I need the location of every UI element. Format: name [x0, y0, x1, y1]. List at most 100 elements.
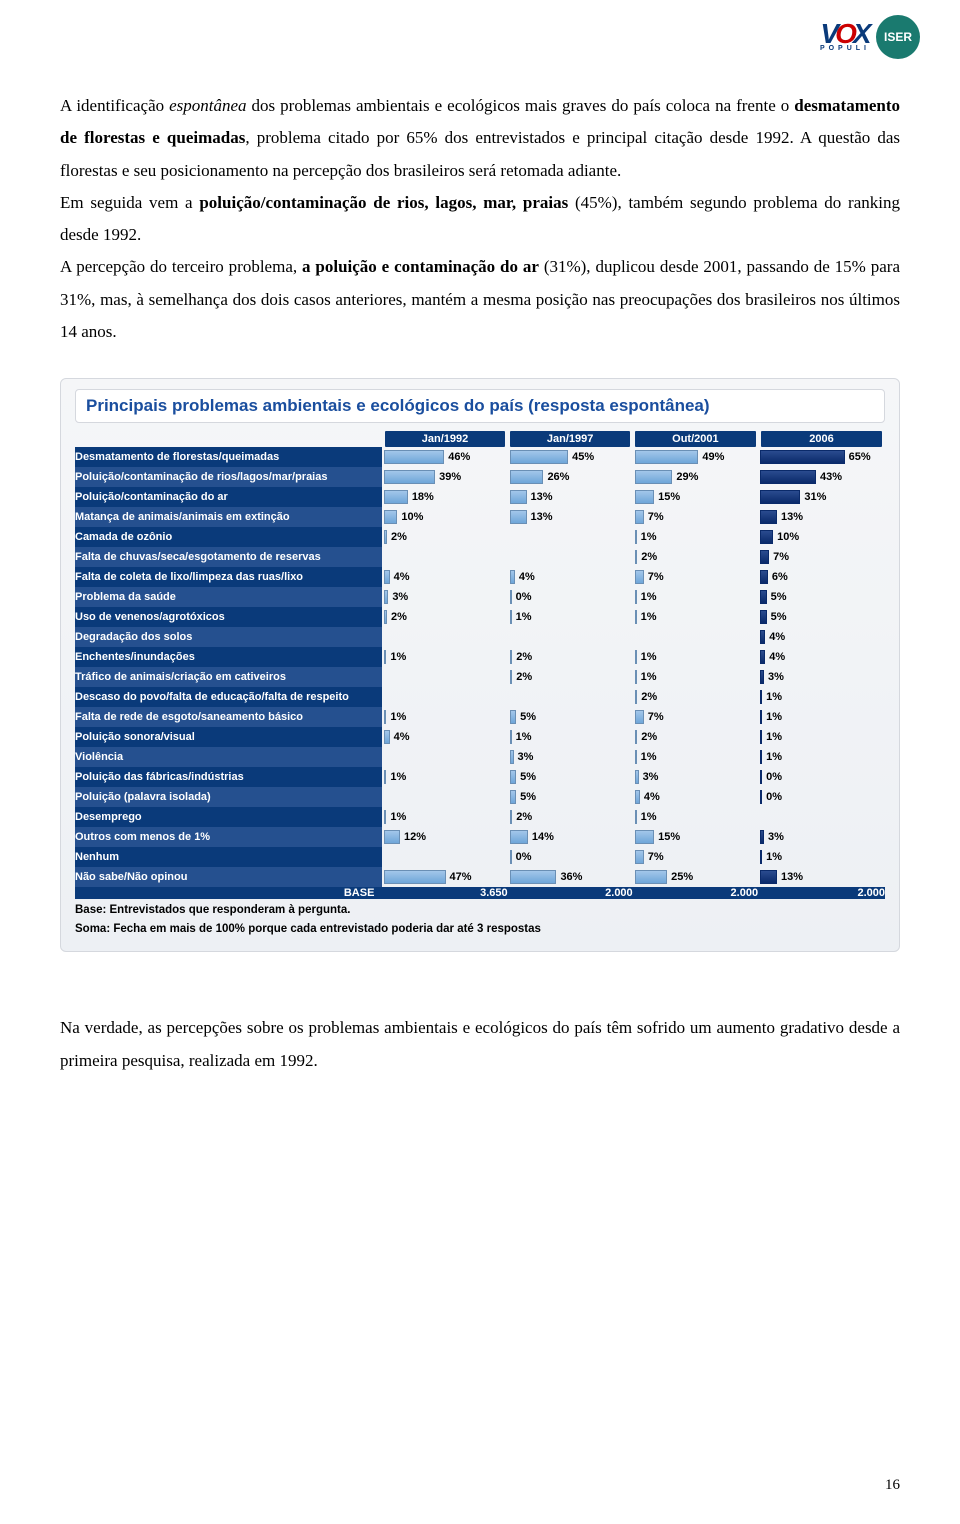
bar-cell — [382, 849, 507, 865]
bar-value: 4% — [769, 651, 785, 663]
bar — [635, 710, 644, 724]
bar — [384, 570, 389, 584]
bar-value: 4% — [519, 571, 535, 583]
bar-value: 10% — [401, 511, 423, 523]
bar-cell: 43% — [758, 469, 885, 485]
bar — [760, 690, 762, 704]
bar-cell — [508, 629, 633, 645]
bar — [510, 730, 512, 744]
table-row: Poluição/contaminação de rios/lagos/mar/… — [75, 467, 885, 487]
chart-footnote-1: Base: Entrevistados que responderam à pe… — [75, 903, 885, 918]
bar-cell: 26% — [508, 469, 633, 485]
bar — [760, 490, 800, 504]
bar-cell — [508, 549, 633, 565]
bar — [760, 870, 777, 884]
bar-value: 5% — [520, 791, 536, 803]
row-label: Descaso do povo/falta de educação/falta … — [75, 687, 382, 707]
bar — [760, 650, 765, 664]
bar-value: 39% — [439, 471, 461, 483]
bar — [384, 450, 444, 464]
bar-value: 3% — [518, 751, 534, 763]
bar — [510, 710, 517, 724]
bar-cell: 6% — [758, 569, 885, 585]
row-label: Camada de ozônio — [75, 527, 382, 547]
chart-title: Principais problemas ambientais e ecológ… — [75, 389, 885, 423]
bar — [635, 750, 637, 764]
bar-value: 1% — [641, 531, 657, 543]
bar-value: 7% — [773, 551, 789, 563]
table-row: Desemprego1%2%1% — [75, 807, 885, 827]
bar — [760, 830, 764, 844]
bar-cell: 13% — [508, 509, 633, 525]
bar — [760, 510, 777, 524]
year-col-1: Jan/1997 — [510, 431, 630, 447]
bar-cell: 3% — [758, 829, 885, 845]
logo-bar: VOX POPULI ISER — [820, 15, 920, 59]
base-value-0: 3.650 — [382, 887, 507, 899]
bar — [384, 710, 386, 724]
bar-value: 18% — [412, 491, 434, 503]
bar-cell: 1% — [508, 609, 633, 625]
bar-cell: 2% — [508, 649, 633, 665]
row-label: Desemprego — [75, 807, 382, 827]
body-text: A identificação espontânea dos problemas… — [60, 90, 900, 348]
bar-cell: 2% — [633, 689, 758, 705]
bar-cell: 1% — [508, 729, 633, 745]
table-row: Camada de ozônio 2% 1% 10% — [75, 527, 885, 547]
bar-value: 1% — [390, 711, 406, 723]
bar-cell — [382, 629, 507, 645]
bar-value: 10% — [777, 531, 799, 543]
bar-value: 1% — [390, 651, 406, 663]
bar-value: 3% — [768, 831, 784, 843]
bar-cell: 0% — [508, 589, 633, 605]
bar — [635, 550, 638, 564]
bar — [635, 730, 638, 744]
bar-cell: 2% — [633, 549, 758, 565]
bar-cell: 2% — [633, 729, 758, 745]
bar-cell: 4% — [633, 789, 758, 805]
iser-logo: ISER — [876, 15, 920, 59]
bar — [760, 850, 762, 864]
bar-value: 46% — [448, 451, 470, 463]
bar-value: 0% — [766, 791, 782, 803]
bar-value: 1% — [516, 731, 532, 743]
bar-value: 0% — [766, 771, 782, 783]
bar — [760, 770, 762, 784]
bar-cell: 2% — [508, 669, 633, 685]
bar-cell: 10% — [758, 529, 885, 545]
bar-cell: 1% — [758, 749, 885, 765]
bar — [635, 450, 699, 464]
bar-value: 43% — [820, 471, 842, 483]
bar-value: 1% — [516, 611, 532, 623]
year-header-row: Jan/1992Jan/1997Out/20012006 — [75, 431, 885, 447]
bar-cell: 3% — [633, 769, 758, 785]
bar-value: 36% — [560, 871, 582, 883]
bar-cell — [758, 809, 885, 825]
bar-value: 2% — [641, 551, 657, 563]
bar — [510, 510, 527, 524]
table-row: Não sabe/Não opinou47%36%25%13% — [75, 867, 885, 887]
row-label: Violência — [75, 747, 382, 767]
bar-cell: 4% — [508, 569, 633, 585]
bar — [510, 490, 527, 504]
bar-value: 2% — [391, 531, 407, 543]
bar-cell: 18% — [382, 489, 507, 505]
base-row: BASE3.6502.0002.0002.000 — [75, 887, 885, 899]
bar-value: 0% — [516, 851, 532, 863]
row-label: Poluição sonora/visual — [75, 727, 382, 747]
bar-value: 5% — [771, 611, 787, 623]
bar-value: 2% — [516, 671, 532, 683]
bar-cell: 1% — [382, 709, 507, 725]
bar-value: 6% — [772, 571, 788, 583]
bar — [635, 490, 655, 504]
bar — [760, 570, 768, 584]
bar-value: 13% — [781, 871, 803, 883]
bar-cell: 2% — [382, 529, 507, 545]
bar-cell — [508, 529, 633, 545]
table-row: Poluição/contaminação do ar18%13%15%31% — [75, 487, 885, 507]
bar-cell: 7% — [758, 549, 885, 565]
bar — [510, 610, 512, 624]
bar-value: 12% — [404, 831, 426, 843]
bar — [635, 610, 637, 624]
year-col-0: Jan/1992 — [385, 431, 505, 447]
